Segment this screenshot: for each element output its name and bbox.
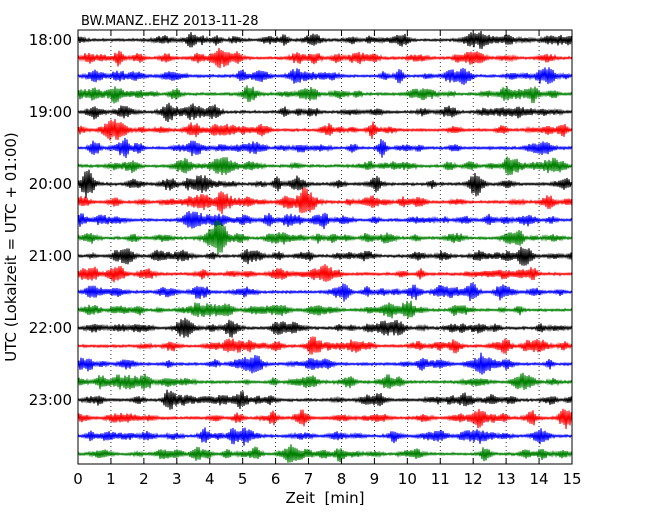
x-tick-label: 5	[238, 470, 248, 488]
x-tick-label: 7	[304, 470, 314, 488]
plot-frame	[77, 29, 573, 465]
chart-title: BW.MANZ..EHZ 2013-11-28	[81, 14, 259, 29]
x-tick-label: 11	[431, 470, 450, 488]
y-axis-label: UTC (Lokalzeit = UTC + 01:00)	[2, 132, 20, 362]
x-tick-label: 9	[370, 470, 380, 488]
x-tick-label: 14	[530, 470, 549, 488]
seismogram-trace	[77, 156, 573, 176]
seismogram-trace	[77, 102, 573, 123]
x-tick-label: 0	[73, 470, 83, 488]
seismogram-trace	[77, 352, 573, 375]
seismogram-trace	[77, 444, 573, 463]
y-axis: 18:00 19:00 20:00 21:00 22:00 23:00	[29, 31, 572, 409]
seismogram-trace	[77, 31, 573, 49]
x-tick-label: 15	[562, 470, 581, 488]
y-tick-label: 20:00	[29, 175, 72, 193]
seismogram-trace	[77, 137, 573, 158]
seismogram-trace	[77, 211, 573, 230]
grid-lines	[110, 30, 540, 464]
y-tick-label: 23:00	[29, 391, 72, 409]
seismogram-trace	[77, 187, 573, 215]
seismogram-trace	[77, 85, 573, 104]
seismogram-trace	[77, 389, 573, 410]
seismogram-trace	[77, 336, 573, 355]
x-axis: 0 1 2 3 4 5 6 7 8 9 10 11 12 13 14 15	[73, 30, 582, 488]
seismogram-trace	[77, 119, 573, 141]
x-tick-label: 3	[172, 470, 182, 488]
x-tick-label: 10	[398, 470, 417, 488]
y-tick-label: 18:00	[29, 31, 72, 49]
seismogram-trace	[77, 264, 573, 283]
x-tick-label: 4	[205, 470, 215, 488]
trace-group	[77, 31, 573, 463]
seismogram-trace	[77, 372, 573, 390]
seismogram-trace	[77, 219, 573, 255]
seismogram-trace	[77, 317, 573, 338]
seismogram-trace	[77, 408, 573, 430]
seismogram-trace	[77, 67, 573, 85]
x-axis-label: Zeit [min]	[285, 489, 364, 507]
y-tick-label: 19:00	[29, 103, 72, 121]
x-tick-label: 8	[337, 470, 347, 488]
x-tick-label: 13	[497, 470, 516, 488]
x-tick-label: 2	[139, 470, 149, 488]
y-tick-label: 21:00	[29, 247, 72, 265]
seismogram-trace	[77, 427, 573, 446]
x-tick-label: 12	[464, 470, 483, 488]
seismogram-trace	[77, 282, 573, 302]
x-tick-label: 6	[271, 470, 281, 488]
seismogram-trace	[77, 47, 573, 69]
x-tick-label: 1	[106, 470, 116, 488]
seismogram-trace	[77, 169, 573, 198]
seismogram-trace	[77, 300, 573, 319]
y-tick-label: 22:00	[29, 319, 72, 337]
seismogram-trace	[77, 246, 573, 266]
